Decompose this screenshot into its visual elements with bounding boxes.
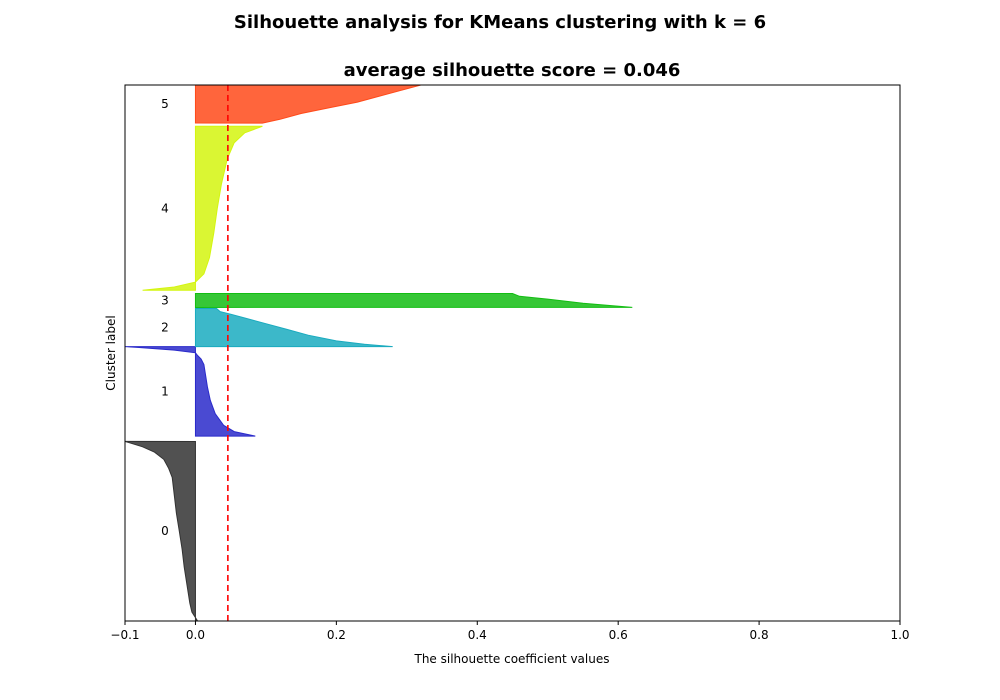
silhouette-cluster-0 — [124, 440, 199, 622]
cluster-label-2: 2 — [161, 321, 169, 335]
y-axis-label: Cluster label — [104, 315, 118, 390]
x-tick-label: 1.0 — [890, 628, 909, 642]
silhouette-cluster-2 — [194, 307, 393, 348]
silhouette-cluster-5 — [194, 84, 422, 124]
x-tick-label: 0.2 — [327, 628, 346, 642]
x-tick-label: 0.4 — [468, 628, 487, 642]
cluster-label-1: 1 — [161, 384, 169, 398]
plot-area: 0 1 2 3 4 5 — [124, 84, 633, 622]
cluster-label-4: 4 — [161, 201, 169, 215]
x-tick-label: −0.1 — [110, 628, 139, 642]
x-axis-label: The silhouette coefficient values — [414, 652, 610, 666]
silhouette-cluster-3 — [194, 292, 633, 308]
silhouette-cluster-4 — [142, 125, 263, 291]
cluster-label-0: 0 — [161, 524, 169, 538]
x-tick-label: 0.8 — [750, 628, 769, 642]
x-tick-label: 0.0 — [186, 628, 205, 642]
chart-title: average silhouette score = 0.046 — [344, 60, 681, 81]
x-tick-label: 0.6 — [609, 628, 628, 642]
silhouette-cluster-1 — [124, 346, 256, 437]
cluster-label-3: 3 — [161, 293, 169, 307]
x-axis: −0.1 0.0 0.2 0.4 0.6 0.8 1.0 — [110, 621, 910, 642]
plot-frame — [124, 84, 901, 622]
chart-suptitle: Silhouette analysis for KMeans clusterin… — [234, 12, 766, 33]
cluster-label-5: 5 — [161, 97, 169, 111]
